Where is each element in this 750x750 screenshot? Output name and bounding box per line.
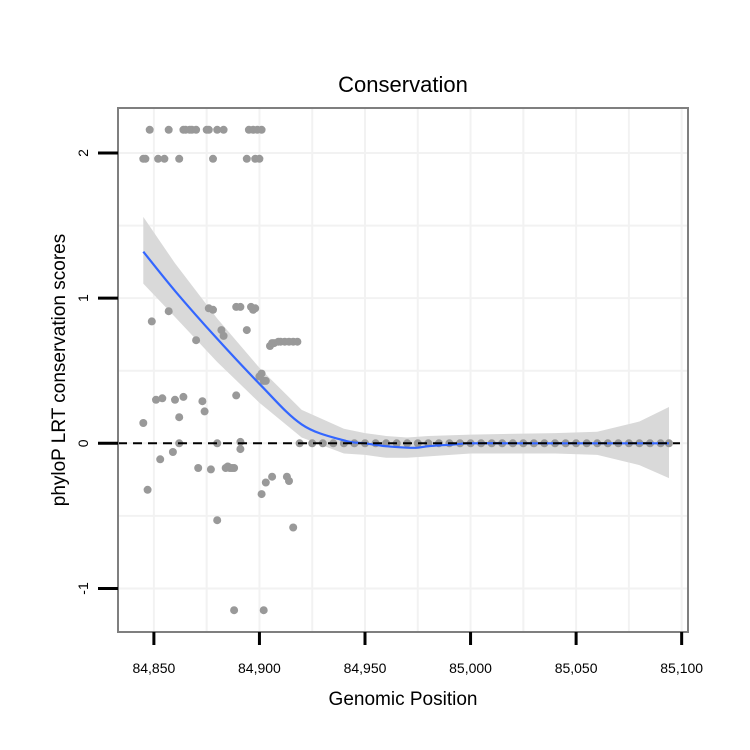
- data-point: [213, 439, 222, 448]
- data-point: [219, 125, 228, 134]
- x-tick-label: 84,950: [344, 660, 387, 676]
- data-point: [198, 397, 207, 406]
- data-point: [139, 419, 148, 427]
- data-point: [261, 376, 270, 385]
- plot-panel: [117, 107, 689, 633]
- data-point: [413, 439, 422, 448]
- data-point: [175, 154, 184, 163]
- data-point: [200, 407, 209, 416]
- data-point: [204, 304, 213, 313]
- data-point: [204, 125, 213, 134]
- data-point: [308, 439, 317, 448]
- y-tick-label: -1: [75, 582, 91, 595]
- data-point: [156, 455, 165, 464]
- y-axis: -1 0 1 2: [75, 149, 118, 595]
- data-point: [249, 305, 258, 314]
- x-tick-label: 85,050: [555, 660, 598, 676]
- x-tick-label: 85,100: [660, 660, 703, 676]
- data-point: [219, 331, 228, 340]
- data-point: [242, 154, 251, 163]
- data-point: [318, 439, 327, 448]
- x-axis: 84,850 84,900 84,950 85,000 85,050 85,100: [132, 632, 703, 676]
- data-point: [160, 154, 169, 163]
- data-point: [257, 490, 266, 499]
- x-tick-label: 85,000: [449, 660, 492, 676]
- data-point: [213, 516, 222, 525]
- x-tick-label: 84,850: [132, 660, 175, 676]
- data-point: [261, 478, 270, 487]
- data-point: [164, 307, 173, 316]
- y-tick-label: 1: [75, 294, 91, 302]
- data-point: [257, 125, 266, 134]
- chart-title: Conservation: [338, 72, 468, 97]
- data-point: [230, 464, 239, 472]
- data-point: [230, 606, 239, 615]
- data-point: [175, 413, 184, 422]
- data-point: [145, 125, 154, 134]
- data-point: [285, 477, 293, 485]
- data-point: [242, 326, 251, 335]
- data-point: [171, 395, 179, 404]
- data-point: [259, 606, 268, 615]
- data-point: [236, 445, 245, 454]
- data-point: [236, 302, 245, 311]
- data-point: [168, 448, 177, 456]
- data-point: [179, 392, 188, 401]
- data-point: [192, 125, 201, 134]
- y-tick-label: 2: [75, 149, 91, 157]
- y-tick-label: 0: [75, 439, 91, 447]
- data-point: [268, 472, 277, 481]
- data-point: [147, 317, 156, 326]
- data-point: [209, 154, 217, 163]
- data-point: [293, 337, 302, 346]
- data-point: [154, 154, 163, 163]
- data-point: [232, 391, 241, 400]
- data-point: [206, 465, 215, 474]
- data-point: [141, 154, 150, 163]
- data-point: [152, 395, 160, 404]
- data-point: [158, 394, 167, 403]
- data-point: [289, 523, 298, 532]
- data-point: [213, 125, 222, 134]
- data-point: [255, 154, 264, 163]
- data-point: [236, 437, 245, 446]
- data-point: [257, 369, 266, 378]
- x-tick-label: 84,900: [238, 660, 281, 676]
- confidence-band: [143, 216, 670, 479]
- y-axis-label: phyloP LRT conservation scores: [49, 234, 70, 507]
- data-point: [194, 464, 203, 472]
- panel-border: [117, 107, 689, 633]
- data-point: [143, 485, 152, 494]
- x-axis-label: Genomic Position: [329, 689, 478, 710]
- data-point: [192, 336, 201, 345]
- data-point: [164, 125, 173, 134]
- grid-lines: [118, 108, 688, 632]
